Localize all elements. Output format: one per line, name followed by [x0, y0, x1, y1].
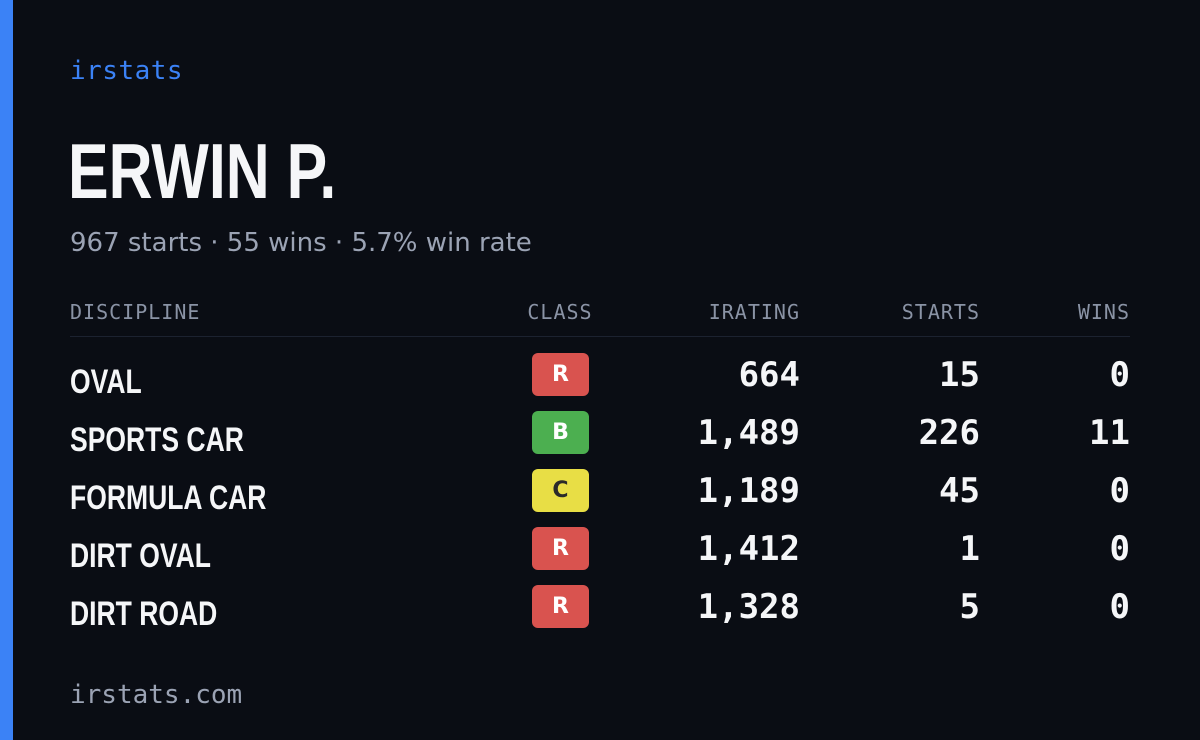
discipline-name: OVAL: [70, 363, 142, 401]
wins-value: 0: [1109, 471, 1130, 511]
class-badge: R: [532, 585, 589, 628]
starts-value: 15: [939, 355, 980, 395]
irating-value: 1,328: [697, 587, 800, 627]
discipline-name: DIRT OVAL: [70, 537, 211, 575]
table-body: OVAL R 664 15 0 SPORTS CAR B 1,489 226 1…: [70, 353, 1130, 643]
irating-value: 1,412: [697, 529, 800, 569]
wins-value: 0: [1109, 587, 1130, 627]
starts-value: 1: [959, 529, 980, 569]
class-badge: C: [532, 469, 589, 512]
header-wins: WINS: [1077, 300, 1130, 324]
table-row: FORMULA CAR C 1,189 45 0: [70, 469, 1130, 527]
accent-bar: [0, 0, 13, 740]
starts-value: 5: [959, 587, 980, 627]
table-row: DIRT ROAD R 1,328 5 0: [70, 585, 1130, 643]
starts-value: 45: [939, 471, 980, 511]
discipline-name: FORMULA CAR: [70, 479, 267, 517]
driver-name: ERWIN P.: [68, 127, 337, 215]
header-starts: STARTS: [901, 300, 980, 324]
driver-summary: 967 starts · 55 wins · 5.7% win rate: [70, 228, 532, 258]
irating-value: 664: [738, 355, 800, 395]
wins-value: 11: [1089, 413, 1130, 453]
wins-value: 0: [1109, 355, 1130, 395]
header-class: CLASS: [527, 300, 593, 324]
brand-logo: irstats: [70, 56, 184, 86]
class-badge: R: [532, 353, 589, 396]
irating-value: 1,189: [697, 471, 800, 511]
wins-value: 0: [1109, 529, 1130, 569]
table-row: OVAL R 664 15 0: [70, 353, 1130, 411]
discipline-name: DIRT ROAD: [70, 595, 218, 633]
class-badge: B: [532, 411, 589, 454]
footer-url: irstats.com: [70, 680, 243, 710]
table-row: SPORTS CAR B 1,489 226 11: [70, 411, 1130, 469]
discipline-table: DISCIPLINE CLASS IRATING STARTS WINS OVA…: [70, 298, 1130, 643]
header-discipline: DISCIPLINE: [70, 300, 201, 324]
starts-value: 226: [918, 413, 980, 453]
table-header: DISCIPLINE CLASS IRATING STARTS WINS: [70, 298, 1130, 337]
irating-value: 1,489: [697, 413, 800, 453]
header-irating: IRATING: [708, 300, 800, 324]
class-badge: R: [532, 527, 589, 570]
table-row: DIRT OVAL R 1,412 1 0: [70, 527, 1130, 585]
discipline-name: SPORTS CAR: [70, 421, 244, 459]
